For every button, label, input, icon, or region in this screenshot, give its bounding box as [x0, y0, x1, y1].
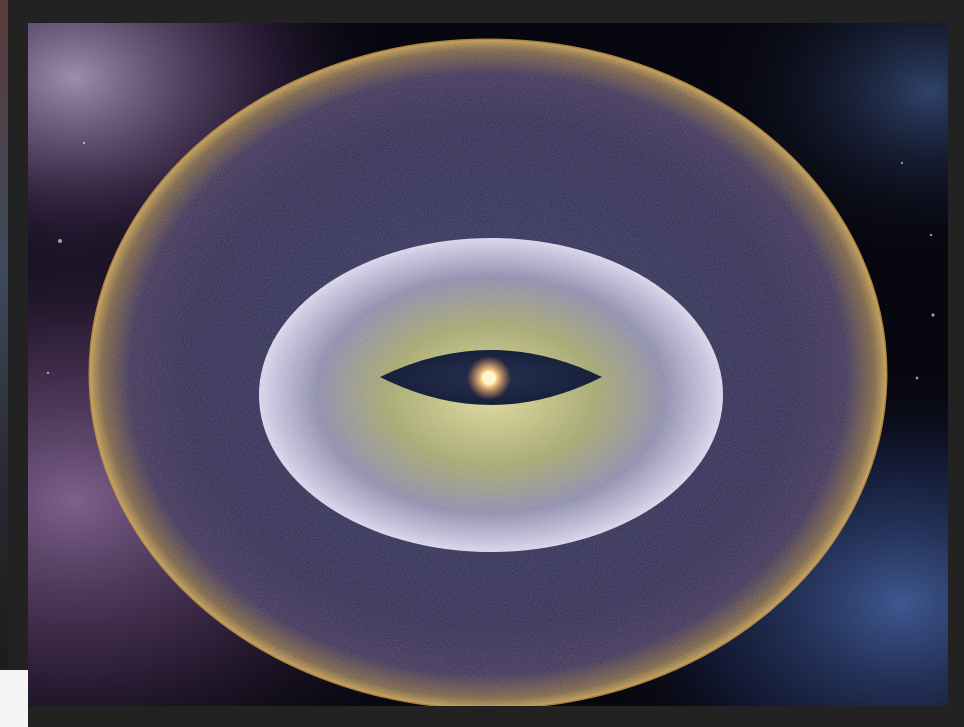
artwork	[28, 23, 948, 706]
frame-edge	[0, 0, 8, 670]
background-stars	[46, 141, 935, 380]
frame-corner	[0, 670, 28, 727]
space-illustration	[28, 23, 948, 706]
central-star-core	[482, 371, 496, 385]
